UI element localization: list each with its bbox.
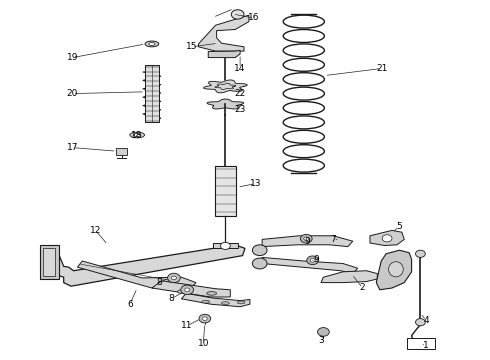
Text: 9: 9 xyxy=(313,256,319,264)
Circle shape xyxy=(310,258,315,262)
Text: 6: 6 xyxy=(127,300,133,309)
Ellipse shape xyxy=(177,289,190,294)
Polygon shape xyxy=(262,236,353,247)
Circle shape xyxy=(382,235,392,242)
Text: 13: 13 xyxy=(250,179,262,188)
Polygon shape xyxy=(152,281,230,297)
Circle shape xyxy=(199,314,211,323)
Ellipse shape xyxy=(237,301,245,304)
Text: 14: 14 xyxy=(234,64,246,73)
Bar xyxy=(145,65,159,122)
Bar xyxy=(407,338,435,349)
Polygon shape xyxy=(321,271,377,283)
Bar xyxy=(43,248,55,276)
Circle shape xyxy=(252,258,267,269)
Circle shape xyxy=(220,242,230,249)
Polygon shape xyxy=(376,250,412,290)
Text: 7: 7 xyxy=(330,235,336,244)
Polygon shape xyxy=(370,230,404,246)
Text: 19: 19 xyxy=(67,53,78,62)
Text: 18: 18 xyxy=(131,130,143,139)
Ellipse shape xyxy=(202,300,210,303)
Polygon shape xyxy=(213,243,238,248)
Circle shape xyxy=(300,234,312,243)
Text: 11: 11 xyxy=(181,321,193,330)
Text: 3: 3 xyxy=(318,336,324,345)
Circle shape xyxy=(252,245,267,256)
Text: 20: 20 xyxy=(67,89,78,98)
Text: 8: 8 xyxy=(169,294,174,303)
Text: 22: 22 xyxy=(235,89,245,98)
Circle shape xyxy=(185,288,190,292)
Text: 15: 15 xyxy=(186,42,198,51)
Circle shape xyxy=(304,237,309,240)
Circle shape xyxy=(172,276,176,280)
Text: 23: 23 xyxy=(234,105,246,114)
Text: 9: 9 xyxy=(305,237,311,246)
Text: 10: 10 xyxy=(197,339,209,348)
Text: 1: 1 xyxy=(423,341,429,350)
Text: 5: 5 xyxy=(396,222,402,231)
Bar xyxy=(116,148,127,155)
Bar xyxy=(40,245,59,279)
Circle shape xyxy=(202,317,207,320)
Polygon shape xyxy=(204,80,247,93)
Ellipse shape xyxy=(207,292,217,295)
Text: 12: 12 xyxy=(90,226,101,235)
Text: 21: 21 xyxy=(376,64,388,73)
Polygon shape xyxy=(198,15,249,51)
Text: 2: 2 xyxy=(360,284,366,292)
Text: 8: 8 xyxy=(156,278,162,287)
Polygon shape xyxy=(47,245,245,286)
Circle shape xyxy=(307,256,318,265)
Circle shape xyxy=(416,250,425,257)
Text: 4: 4 xyxy=(423,316,429,325)
Bar xyxy=(215,166,236,216)
Polygon shape xyxy=(208,50,240,58)
Circle shape xyxy=(318,328,329,336)
Polygon shape xyxy=(77,261,196,288)
Polygon shape xyxy=(207,99,244,109)
Text: 16: 16 xyxy=(248,13,260,22)
Ellipse shape xyxy=(149,42,155,45)
Circle shape xyxy=(168,273,180,283)
Ellipse shape xyxy=(133,134,141,136)
Ellipse shape xyxy=(130,132,145,138)
Circle shape xyxy=(181,285,194,294)
Ellipse shape xyxy=(221,302,229,305)
Circle shape xyxy=(231,10,244,19)
Polygon shape xyxy=(262,257,358,274)
Ellipse shape xyxy=(389,262,403,277)
Circle shape xyxy=(416,319,425,326)
Text: 17: 17 xyxy=(67,143,78,152)
Polygon shape xyxy=(181,293,250,307)
Ellipse shape xyxy=(145,41,159,47)
